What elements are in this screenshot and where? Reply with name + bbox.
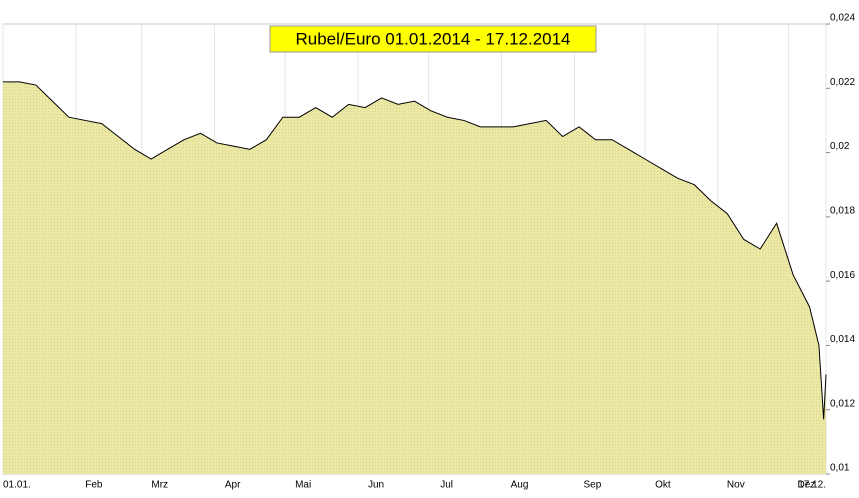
x-tick-label: Aug bbox=[511, 480, 529, 491]
x-tick-label: Nov bbox=[727, 480, 745, 491]
y-tick-label: 0,014 bbox=[830, 334, 855, 345]
line bbox=[3, 81, 827, 420]
y-tick-label: 0,01 bbox=[830, 463, 850, 474]
y-tick-label: 0,024 bbox=[830, 13, 855, 24]
y-tick-label: 0,018 bbox=[830, 205, 855, 216]
chart-title: Rubel/Euro 01.01.2014 - 17.12.2014 bbox=[295, 29, 570, 48]
area-fill bbox=[3, 81, 826, 474]
y-tick-label: 0,02 bbox=[830, 141, 850, 152]
x-tick-label: Jul bbox=[440, 480, 453, 491]
title-box bbox=[269, 25, 597, 53]
x-tick-label: Sep bbox=[583, 480, 601, 491]
x-tick-label: Okt bbox=[655, 480, 671, 491]
x-tick-label: Dez bbox=[797, 480, 815, 491]
x-tick-label: Apr bbox=[225, 480, 241, 491]
x-tick-label: 17.12. bbox=[798, 480, 826, 491]
y-tick-label: 0,012 bbox=[830, 398, 855, 409]
x-tick-label: Mrz bbox=[151, 480, 168, 491]
x-tick-label: 01.01. bbox=[3, 480, 31, 491]
x-tick-label: Mai bbox=[295, 480, 311, 491]
y-tick-label: 0,022 bbox=[830, 77, 855, 88]
x-tick-label: Jun bbox=[368, 480, 384, 491]
x-tick-label: Feb bbox=[85, 480, 103, 491]
y-tick-label: 0,016 bbox=[830, 270, 855, 281]
